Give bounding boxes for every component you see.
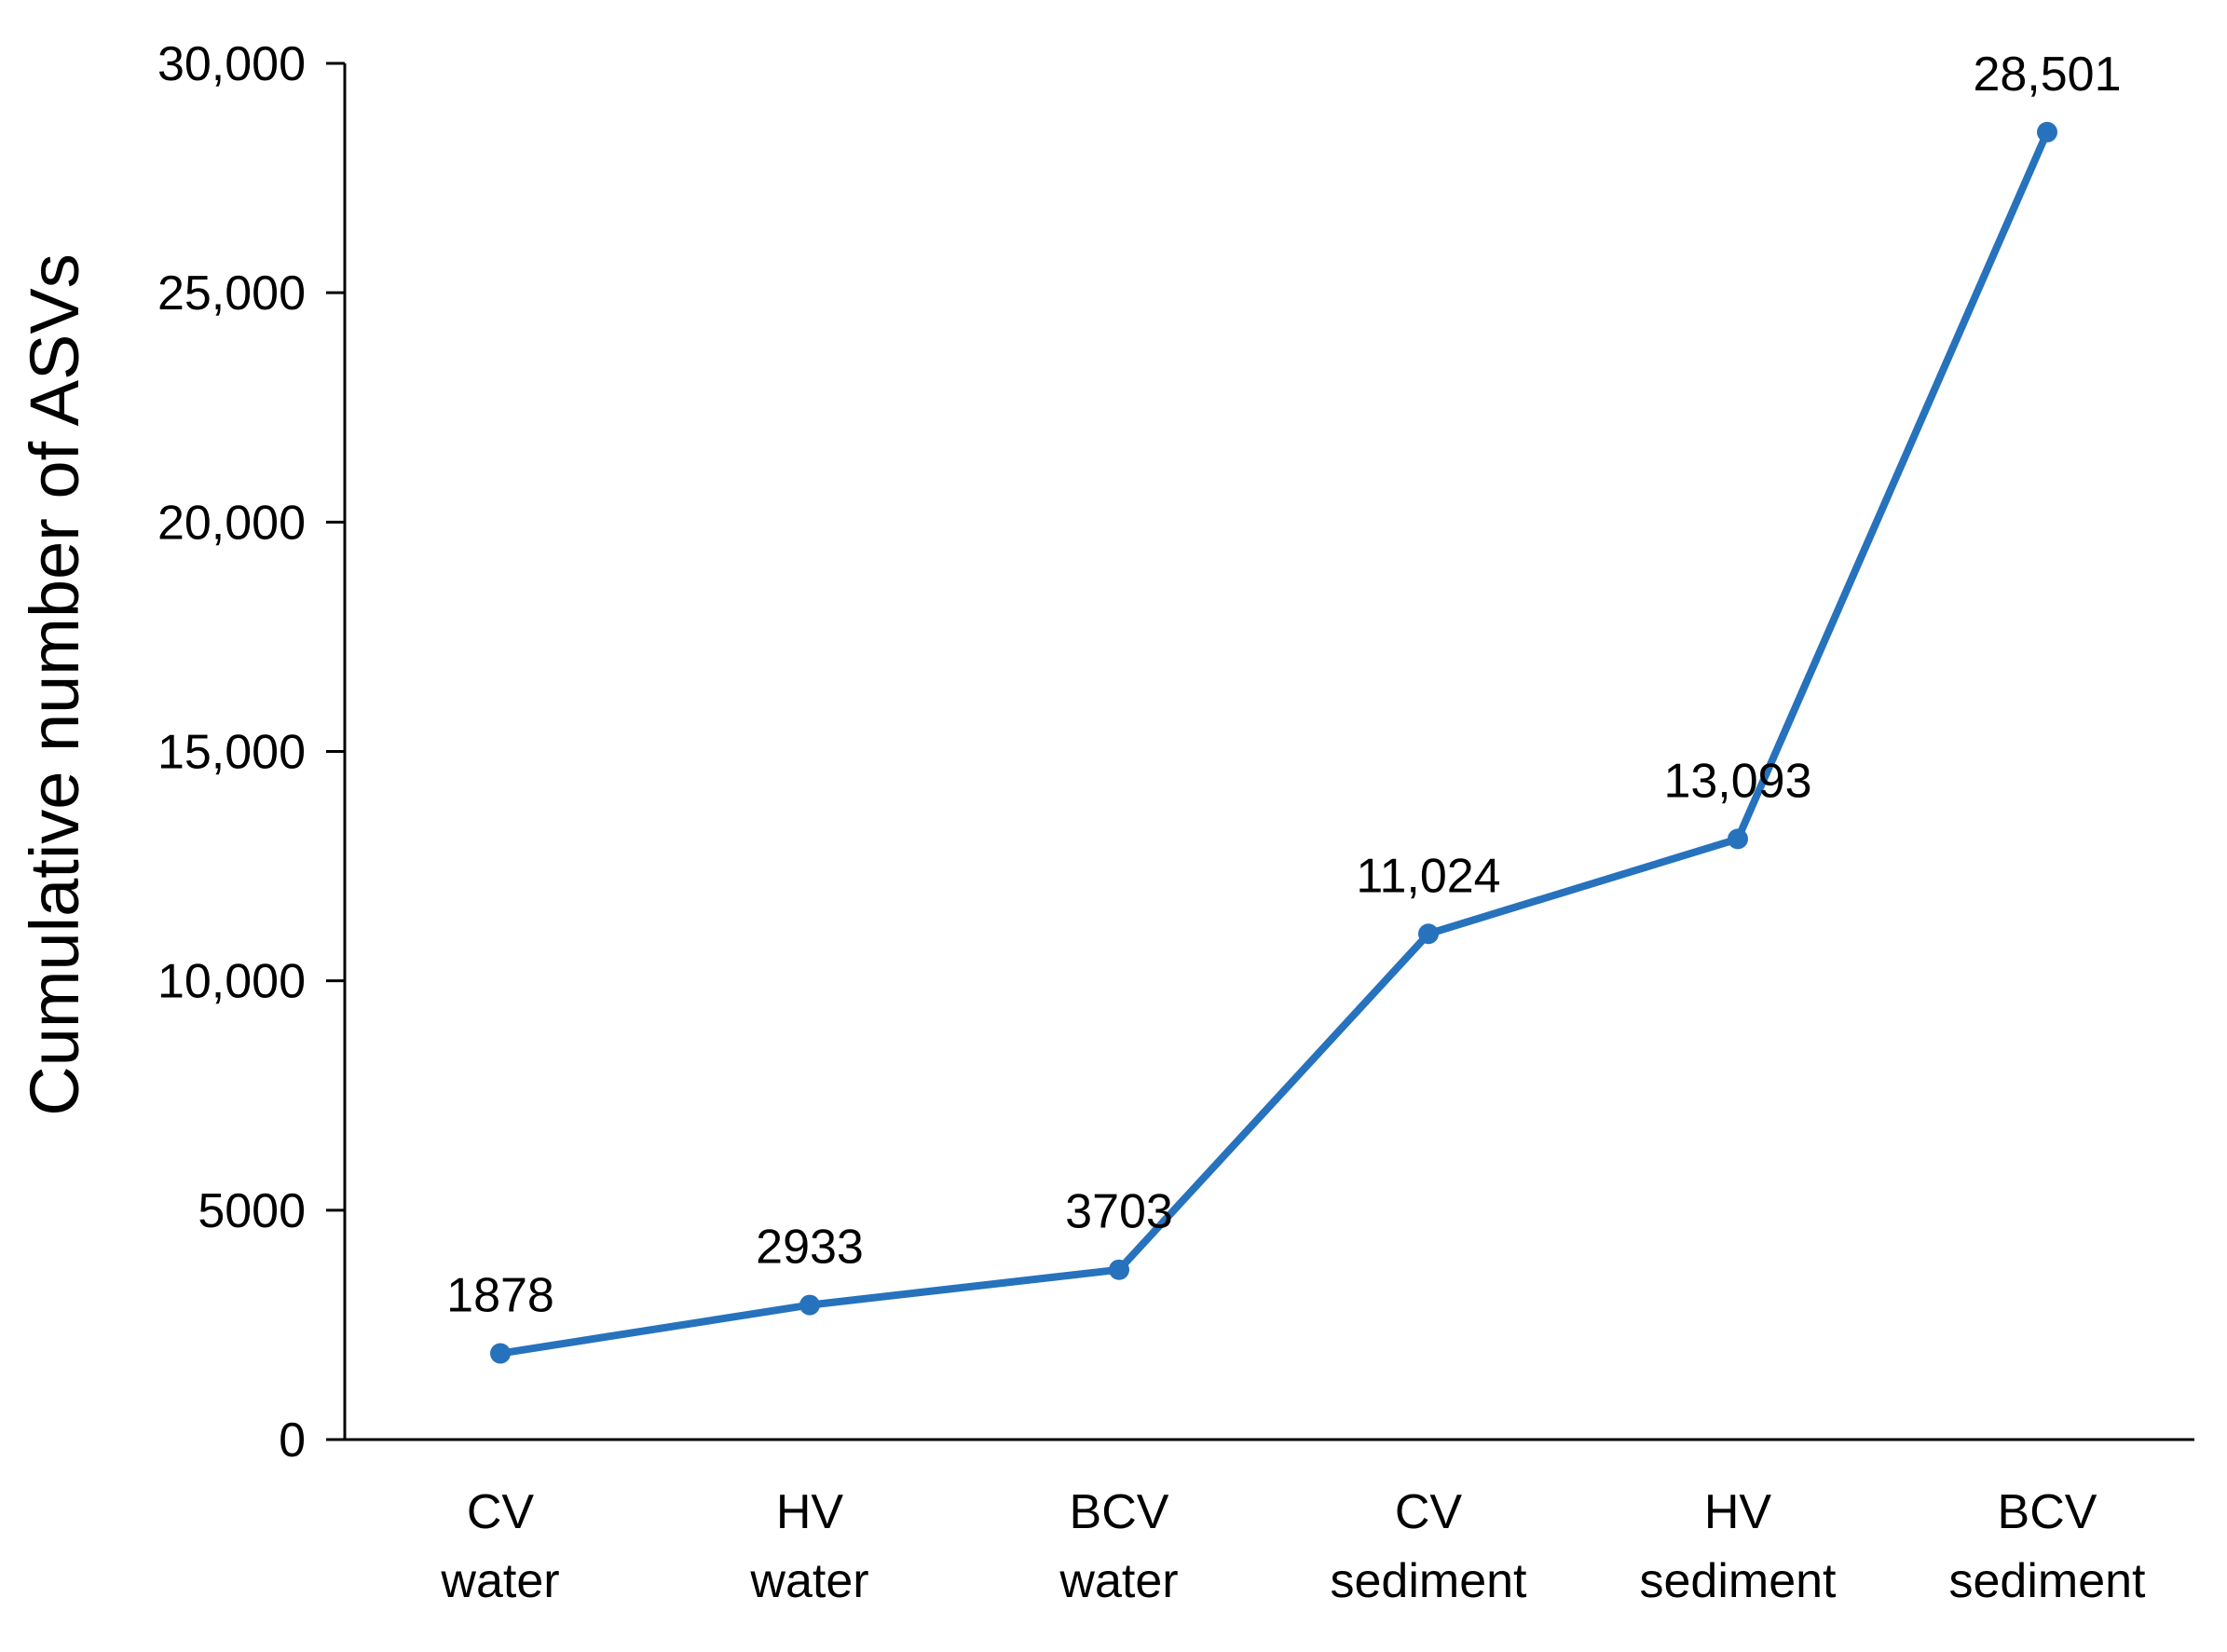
data-point: [1109, 1259, 1129, 1280]
x-tick-label: CV water: [440, 1485, 559, 1608]
data-point: [799, 1294, 820, 1316]
data-point: [2037, 121, 2057, 143]
x-tick-label: CV sediment: [1331, 1485, 1528, 1608]
data-label: 2933: [756, 1221, 864, 1275]
x-tick-label: BCV sediment: [1949, 1485, 2147, 1608]
y-tick-label: 10,000: [157, 955, 306, 1009]
y-axis-ticks: 0 5000 10,000 15,000 20,000 25,000 30,000: [157, 37, 345, 1468]
data-label: 11,024: [1356, 849, 1500, 903]
y-axis-label: Cumulative number of ASVs: [16, 253, 93, 1115]
data-point: [1418, 923, 1439, 945]
y-tick-label: 5000: [198, 1184, 306, 1238]
x-tick-label: HV water: [749, 1485, 868, 1608]
data-point: [1728, 828, 1748, 850]
x-axis-categories: CV water HV water BCV water CV sediment HV sedime…: [440, 1485, 2146, 1608]
data-labels: 1878 2933 3703 11,024 13,093 28,501: [446, 48, 2121, 1323]
x-tick-label: HV sediment: [1640, 1485, 1838, 1608]
y-tick-label: 30,000: [157, 37, 306, 91]
y-tick-label: 25,000: [157, 266, 306, 321]
y-tick-label: 15,000: [157, 726, 306, 780]
axes: [343, 63, 2194, 1441]
data-label: 13,093: [1663, 754, 1811, 808]
x-tick-label: BCV water: [1059, 1485, 1178, 1608]
series-line-path: [499, 130, 2051, 1358]
data-label: 1878: [446, 1269, 554, 1323]
y-tick-label: 0: [279, 1413, 306, 1468]
y-tick-label: 20,000: [157, 496, 306, 550]
data-point: [490, 1343, 511, 1364]
series-line: [490, 121, 2057, 1364]
data-label: 28,501: [1973, 48, 2121, 102]
data-label: 3703: [1065, 1185, 1173, 1239]
